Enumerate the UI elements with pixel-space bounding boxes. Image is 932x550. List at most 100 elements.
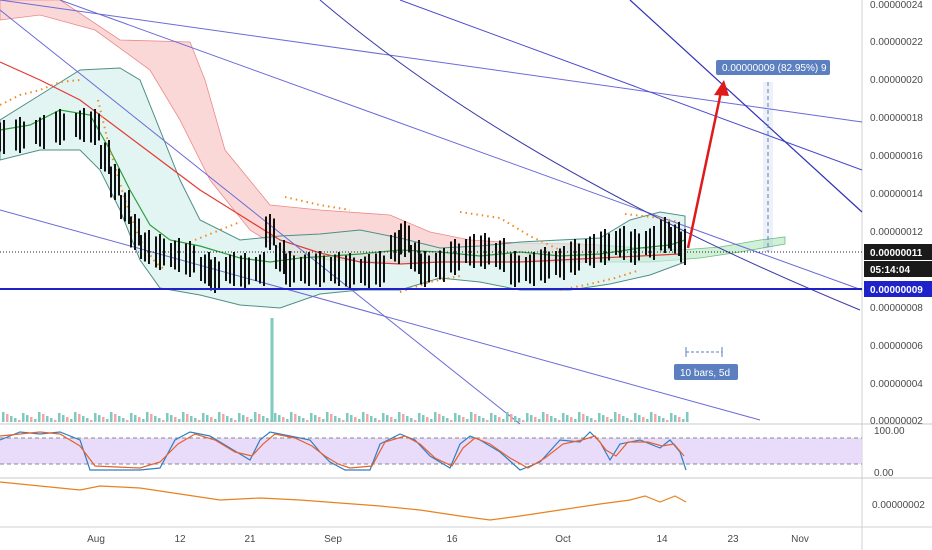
stoch-d-line bbox=[0, 431, 685, 469]
volume-bar bbox=[14, 418, 17, 422]
volume-bar bbox=[654, 414, 657, 422]
volume-bar bbox=[50, 418, 53, 422]
volume-bar bbox=[602, 415, 605, 422]
volume-bar bbox=[634, 413, 637, 422]
volume-bar bbox=[458, 415, 461, 422]
volume-bar bbox=[114, 414, 117, 422]
volume-bar bbox=[486, 420, 489, 422]
volume-bar bbox=[494, 415, 497, 422]
volume-bar bbox=[614, 412, 617, 422]
volume-bar bbox=[230, 418, 233, 422]
volume-bar bbox=[146, 412, 149, 422]
volume-bar bbox=[86, 418, 89, 422]
volume-bar bbox=[282, 417, 285, 422]
time-tick: 16 bbox=[446, 534, 458, 545]
volume-bar bbox=[358, 419, 361, 422]
volume-bar bbox=[342, 420, 345, 422]
volume-bar bbox=[446, 418, 449, 422]
volume-bar bbox=[178, 419, 181, 422]
volume-bar bbox=[314, 415, 317, 422]
volume-bar bbox=[42, 414, 45, 422]
volume-bar bbox=[254, 412, 257, 422]
volume-bar bbox=[658, 416, 661, 422]
volume-bar bbox=[490, 413, 493, 422]
volume-bar bbox=[482, 418, 485, 422]
volume-bar bbox=[510, 414, 513, 422]
volume-bar bbox=[670, 413, 673, 422]
volume-bar bbox=[290, 412, 293, 422]
volume-bar bbox=[214, 419, 217, 422]
support-tag: 0.00000009 bbox=[864, 281, 932, 297]
volume-bar bbox=[10, 416, 13, 422]
volume-bar bbox=[98, 415, 101, 422]
projection-callout[interactable]: 0.00000009 (82.95%) 9 bbox=[716, 60, 830, 75]
volume-bar bbox=[306, 420, 309, 422]
volume-bar bbox=[46, 416, 49, 422]
volume-bar bbox=[526, 413, 529, 422]
volume-bar bbox=[154, 416, 157, 422]
price-tick: 0.00000014 bbox=[870, 189, 923, 200]
time-tick: Oct bbox=[555, 534, 571, 545]
volume-bar bbox=[138, 417, 141, 422]
volume-bar bbox=[34, 419, 37, 422]
volume-bar bbox=[390, 417, 393, 422]
volume-bar bbox=[286, 419, 289, 422]
volume-bar bbox=[134, 415, 137, 422]
volume-bar bbox=[130, 413, 133, 422]
volume-bar bbox=[66, 417, 69, 422]
stoch-tick-0: 0.00 bbox=[874, 468, 894, 479]
osc-tick: 0.00000002 bbox=[872, 500, 925, 511]
volume-bar bbox=[550, 416, 553, 422]
volume-bar bbox=[474, 414, 477, 422]
volume-bar bbox=[378, 420, 381, 422]
volume-bar bbox=[414, 420, 417, 422]
volume-bar bbox=[54, 420, 57, 422]
volume-bar bbox=[118, 416, 121, 422]
volume-bar bbox=[622, 416, 625, 422]
volume-bar bbox=[374, 418, 377, 422]
price-tick: 0.00000008 bbox=[870, 303, 923, 314]
time-tick: Aug bbox=[87, 534, 105, 545]
price-tick: 0.00000024 bbox=[870, 0, 923, 11]
support-price-label: 0.00000009 bbox=[870, 285, 923, 296]
volume-bar bbox=[126, 420, 129, 422]
volume-bar bbox=[466, 419, 469, 422]
volume-bar bbox=[262, 416, 265, 422]
volume-bar bbox=[102, 417, 105, 422]
volume-bar bbox=[334, 416, 337, 422]
trendline-3 bbox=[59, 0, 863, 291]
volume-bar bbox=[150, 414, 153, 422]
volume-bar bbox=[542, 412, 545, 422]
volume-bar bbox=[618, 414, 621, 422]
volume-bar bbox=[90, 420, 93, 422]
sar-dots-8 bbox=[624, 213, 681, 223]
bollinger-band bbox=[0, 67, 686, 309]
volume-bar bbox=[666, 420, 669, 422]
volume-bar bbox=[574, 419, 577, 422]
range-label: 10 bars, 5d bbox=[680, 368, 730, 379]
countdown-tag: 05:14:04 bbox=[864, 261, 932, 277]
volume-bar bbox=[26, 415, 29, 422]
time-tick: 12 bbox=[174, 534, 186, 545]
last-price-label: 0.00000011 bbox=[870, 248, 923, 259]
price-tick: 0.00000006 bbox=[870, 341, 923, 352]
volume-bar bbox=[170, 415, 173, 422]
volume-bar bbox=[418, 413, 421, 422]
volume-bar bbox=[74, 412, 77, 422]
volume-bar bbox=[638, 415, 641, 422]
volume-bar bbox=[350, 415, 353, 422]
volume-bar bbox=[294, 414, 297, 422]
volume-bar bbox=[394, 419, 397, 422]
volume-bar bbox=[610, 419, 613, 422]
volume-bar bbox=[594, 420, 597, 422]
volume-bar bbox=[502, 419, 505, 422]
volume-bar bbox=[302, 418, 305, 422]
volume-bar bbox=[238, 413, 241, 422]
volume-bar bbox=[554, 418, 557, 422]
volume-bar bbox=[402, 414, 405, 422]
volume-bar bbox=[598, 413, 601, 422]
volume-bar bbox=[62, 415, 65, 422]
range-measure[interactable]: 10 bars, 5d bbox=[674, 347, 738, 380]
